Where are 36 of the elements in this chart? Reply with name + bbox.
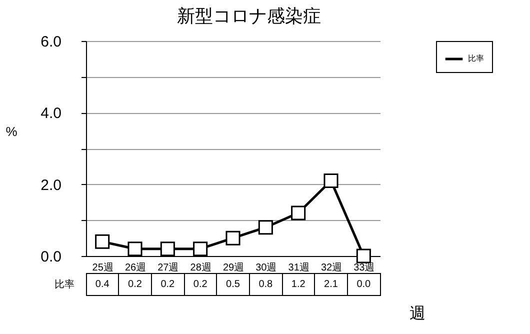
x-tick-label: 33週: [354, 262, 375, 274]
point: [324, 173, 338, 188]
y-axis-title: %: [6, 124, 18, 139]
chart-title: 新型コロナ感染症: [176, 6, 321, 26]
data-label: 0.2: [128, 279, 142, 290]
data-label: 0.2: [160, 279, 176, 290]
x-tick-label: 31週: [288, 262, 310, 274]
x-tick-label: 30週: [256, 262, 277, 274]
legend-label: 比率: [468, 54, 484, 63]
data-label: 0.5: [226, 279, 240, 290]
data-label: 0.8: [258, 279, 274, 290]
y-tick-label: 0.0: [40, 248, 62, 266]
x-tick-label: 32週: [320, 262, 342, 274]
data-label: 2.1: [324, 279, 338, 290]
point: [193, 242, 208, 256]
data-label: 0.2: [193, 279, 208, 290]
data-label: 0.0: [356, 279, 372, 290]
y-tick-label: 6.0: [40, 34, 62, 50]
point: [128, 242, 142, 256]
x-tick-label: 26週: [124, 262, 146, 274]
data-label: 1.2: [291, 279, 306, 290]
x-tick-label: 25週: [92, 262, 114, 274]
data-label: 0.4: [95, 279, 110, 290]
point: [160, 242, 175, 256]
point: [95, 234, 110, 249]
point: [258, 220, 273, 235]
x-tick-label: 28週: [190, 262, 212, 274]
point: [291, 206, 306, 220]
x-axis-title: 週: [410, 306, 426, 322]
y-tick-label: 2.0: [40, 176, 62, 194]
point: [356, 248, 371, 264]
x-tick-label: 29週: [222, 262, 244, 274]
point: [226, 230, 240, 246]
text: 比率: [54, 280, 74, 290]
y-tick-label: 4.0: [40, 105, 62, 122]
x-tick-label: 27週: [158, 262, 179, 274]
